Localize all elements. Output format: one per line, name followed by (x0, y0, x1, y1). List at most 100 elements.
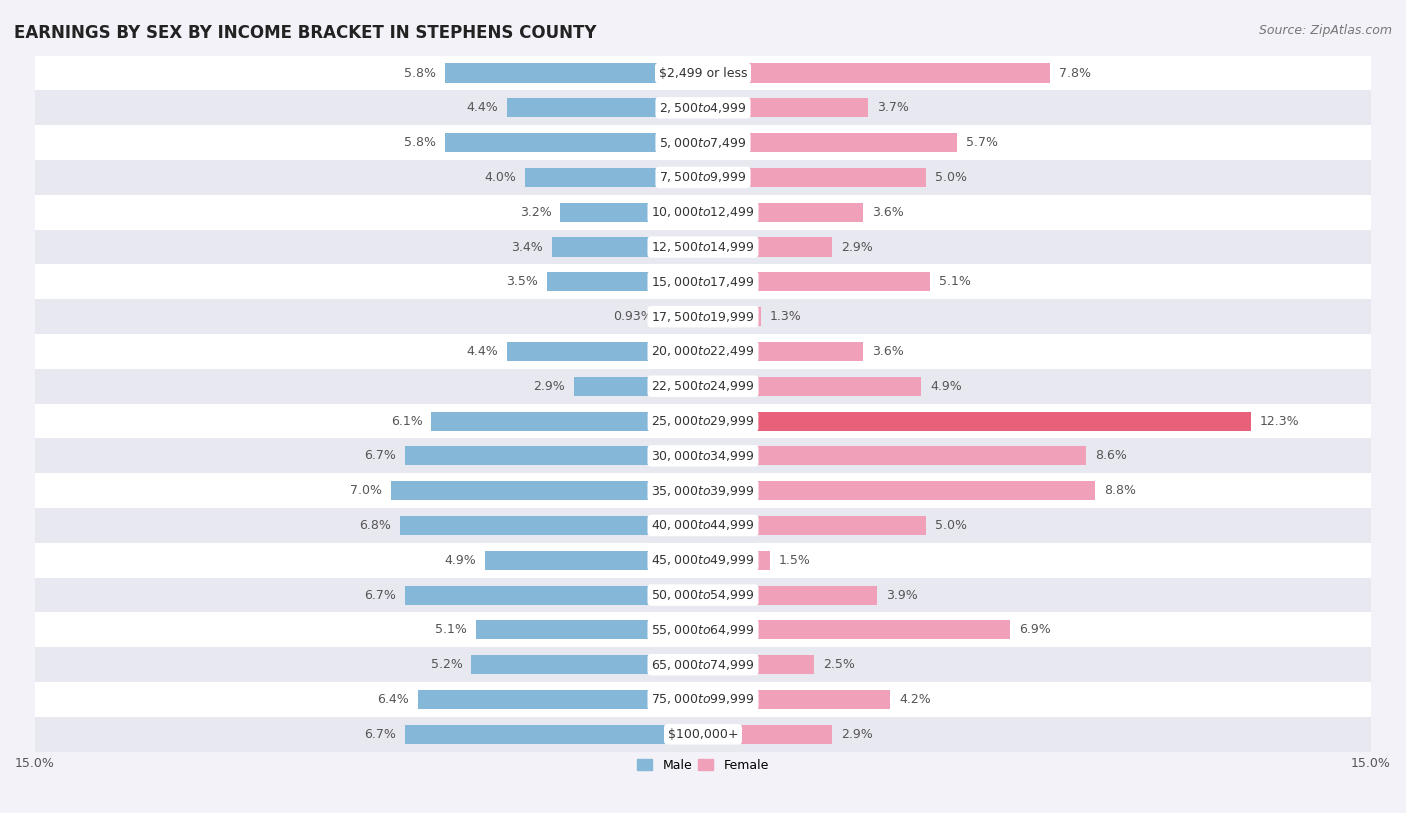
Legend: Male, Female: Male, Female (633, 754, 773, 776)
Text: 6.9%: 6.9% (1019, 624, 1050, 637)
Bar (432, 411, 703, 431)
Text: 2.9%: 2.9% (841, 241, 873, 254)
Bar (703, 342, 863, 361)
Text: $75,000 to $99,999: $75,000 to $99,999 (651, 693, 755, 706)
Bar (35, 717, 1371, 752)
Bar (391, 481, 703, 500)
Text: 8.8%: 8.8% (1104, 485, 1136, 498)
Text: 5.2%: 5.2% (430, 659, 463, 672)
Bar (508, 342, 703, 361)
Bar (703, 620, 1011, 640)
Bar (35, 264, 1371, 299)
Text: 6.7%: 6.7% (364, 728, 395, 741)
Bar (703, 481, 1095, 500)
Text: 3.2%: 3.2% (520, 206, 551, 219)
Bar (35, 473, 1371, 508)
Text: 3.6%: 3.6% (872, 345, 904, 358)
Text: 5.1%: 5.1% (434, 624, 467, 637)
Bar (35, 125, 1371, 160)
Text: 3.7%: 3.7% (877, 102, 908, 115)
Text: 5.0%: 5.0% (935, 171, 966, 184)
Bar (35, 682, 1371, 717)
Text: 1.5%: 1.5% (779, 554, 811, 567)
Text: $7,500 to $9,999: $7,500 to $9,999 (659, 171, 747, 185)
Text: $25,000 to $29,999: $25,000 to $29,999 (651, 414, 755, 428)
Bar (574, 376, 703, 396)
Text: Source: ZipAtlas.com: Source: ZipAtlas.com (1258, 24, 1392, 37)
Text: 3.4%: 3.4% (510, 241, 543, 254)
Bar (35, 334, 1371, 369)
Text: $10,000 to $12,499: $10,000 to $12,499 (651, 205, 755, 220)
Bar (703, 550, 770, 570)
Text: 3.6%: 3.6% (872, 206, 904, 219)
Text: 2.5%: 2.5% (824, 659, 855, 672)
Bar (35, 195, 1371, 229)
Text: $55,000 to $64,999: $55,000 to $64,999 (651, 623, 755, 637)
Bar (485, 550, 703, 570)
Text: $30,000 to $34,999: $30,000 to $34,999 (651, 449, 755, 463)
Bar (35, 55, 1371, 90)
Text: $35,000 to $39,999: $35,000 to $39,999 (651, 484, 755, 498)
Text: 6.7%: 6.7% (364, 589, 395, 602)
Text: 4.0%: 4.0% (484, 171, 516, 184)
Bar (405, 446, 703, 466)
Bar (35, 508, 1371, 543)
Bar (418, 690, 703, 709)
Bar (35, 647, 1371, 682)
Bar (35, 369, 1371, 404)
Bar (524, 168, 703, 187)
Bar (35, 543, 1371, 578)
Text: 2.9%: 2.9% (841, 728, 873, 741)
Bar (703, 133, 957, 152)
Bar (35, 160, 1371, 195)
Text: $45,000 to $49,999: $45,000 to $49,999 (651, 554, 755, 567)
Text: 1.3%: 1.3% (770, 311, 801, 323)
Text: 6.7%: 6.7% (364, 450, 395, 463)
Bar (703, 411, 1251, 431)
Text: $17,500 to $19,999: $17,500 to $19,999 (651, 310, 755, 324)
Text: $100,000+: $100,000+ (668, 728, 738, 741)
Bar (551, 237, 703, 257)
Text: 4.9%: 4.9% (931, 380, 962, 393)
Bar (471, 655, 703, 674)
Bar (662, 307, 703, 326)
Bar (703, 168, 925, 187)
Text: 4.4%: 4.4% (467, 102, 498, 115)
Bar (703, 376, 921, 396)
Bar (401, 516, 703, 535)
Bar (35, 90, 1371, 125)
Text: 4.4%: 4.4% (467, 345, 498, 358)
Text: $12,500 to $14,999: $12,500 to $14,999 (651, 240, 755, 254)
Text: $2,500 to $4,999: $2,500 to $4,999 (659, 101, 747, 115)
Bar (703, 655, 814, 674)
Text: 0.93%: 0.93% (613, 311, 652, 323)
Text: $15,000 to $17,499: $15,000 to $17,499 (651, 275, 755, 289)
Text: 6.8%: 6.8% (360, 519, 391, 532)
Bar (444, 63, 703, 83)
Bar (35, 404, 1371, 438)
Text: $50,000 to $54,999: $50,000 to $54,999 (651, 588, 755, 602)
Bar (703, 237, 832, 257)
Text: 4.9%: 4.9% (444, 554, 475, 567)
Text: 2.9%: 2.9% (533, 380, 565, 393)
Bar (35, 612, 1371, 647)
Text: 8.6%: 8.6% (1095, 450, 1126, 463)
Text: 4.2%: 4.2% (898, 693, 931, 706)
Text: $20,000 to $22,499: $20,000 to $22,499 (651, 345, 755, 359)
Bar (547, 272, 703, 291)
Text: $2,499 or less: $2,499 or less (659, 67, 747, 80)
Bar (35, 299, 1371, 334)
Text: 6.4%: 6.4% (377, 693, 409, 706)
Bar (703, 202, 863, 222)
Bar (703, 272, 931, 291)
Bar (703, 516, 925, 535)
Text: 5.8%: 5.8% (404, 136, 436, 149)
Text: 5.0%: 5.0% (935, 519, 966, 532)
Text: $40,000 to $44,999: $40,000 to $44,999 (651, 519, 755, 533)
Text: 12.3%: 12.3% (1260, 415, 1299, 428)
Text: 5.1%: 5.1% (939, 276, 972, 289)
Bar (703, 63, 1050, 83)
Text: $5,000 to $7,499: $5,000 to $7,499 (659, 136, 747, 150)
Bar (475, 620, 703, 640)
Bar (405, 724, 703, 744)
